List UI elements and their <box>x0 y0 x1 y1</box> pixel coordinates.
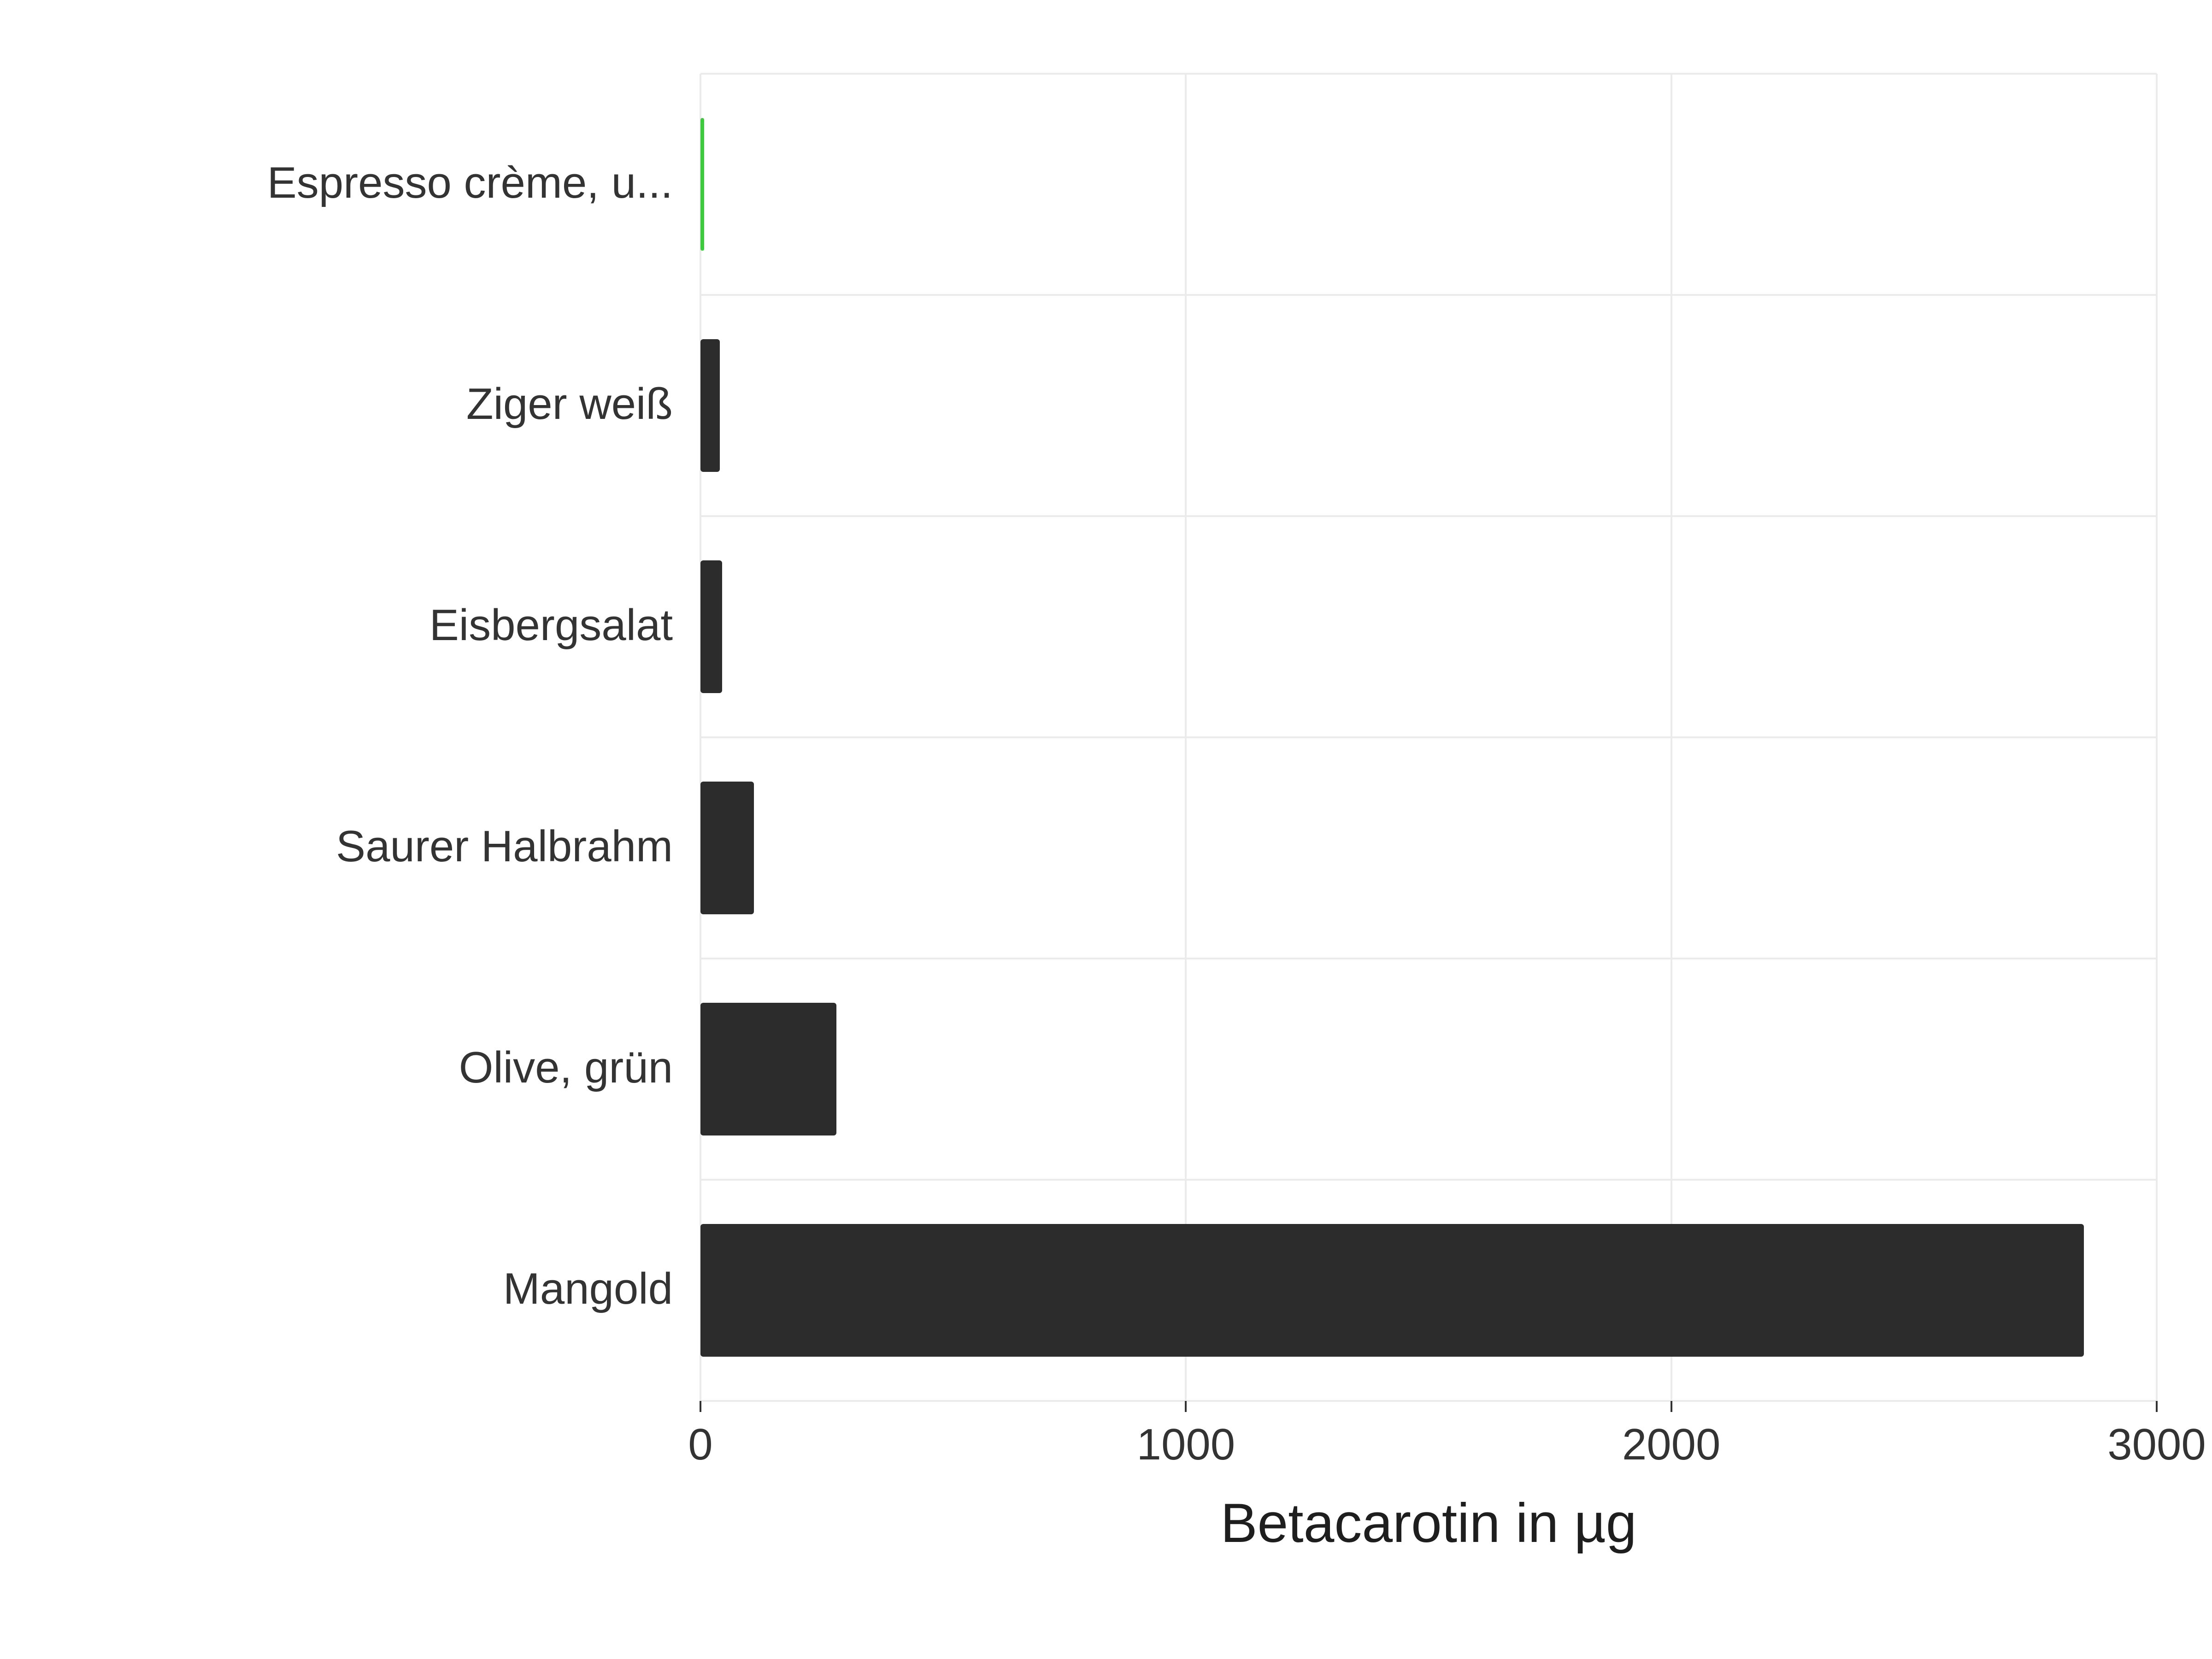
x-tick-label: 2000 <box>1579 1419 1764 1470</box>
y-category-label: Espresso crème, u... <box>267 158 673 208</box>
x-tick-label: 1000 <box>1094 1419 1278 1470</box>
x-tick-label: 0 <box>608 1419 793 1470</box>
betacarotin-bar-chart: Espresso crème, u... Ziger weiß Eisbergsal… <box>0 0 2212 1659</box>
bar <box>700 339 720 472</box>
x-tick-mark <box>1671 1401 1672 1412</box>
gridline-horizontal <box>700 294 2157 296</box>
y-category-label: Eisbergsalat <box>429 600 673 651</box>
bar <box>700 560 722 693</box>
x-tick-label: 3000 <box>2065 1419 2212 1470</box>
bar <box>700 118 704 251</box>
x-tick-mark <box>2156 1401 2158 1412</box>
x-axis-title: Betacarotin in µg <box>700 1491 2157 1555</box>
x-tick-mark <box>1185 1401 1187 1412</box>
gridline-horizontal <box>700 1400 2157 1402</box>
y-category-label: Mangold <box>503 1264 673 1314</box>
bar <box>700 782 754 914</box>
y-category-label: Olive, grün <box>459 1042 673 1093</box>
plot-area <box>700 74 2157 1401</box>
gridline-horizontal <box>700 736 2157 738</box>
gridline-horizontal <box>700 958 2157 959</box>
gridline-horizontal <box>700 73 2157 75</box>
bar <box>700 1224 2084 1357</box>
y-category-label: Ziger weiß <box>466 379 673 429</box>
y-category-label: Saurer Halbrahm <box>336 821 673 872</box>
gridline-horizontal <box>700 1179 2157 1181</box>
x-tick-mark <box>700 1401 701 1412</box>
gridline-horizontal <box>700 515 2157 517</box>
bar <box>700 1003 836 1135</box>
